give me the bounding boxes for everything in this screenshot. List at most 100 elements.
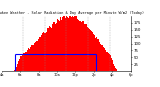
Bar [112,61,113,71]
Bar [26,52,27,71]
Bar [115,68,116,71]
Bar [109,54,110,71]
Bar [52,24,53,71]
Bar [70,16,71,71]
Bar [62,17,63,71]
Bar [45,33,46,71]
Bar [39,37,40,71]
Bar [36,41,37,71]
Bar [105,50,106,71]
Bar [41,35,42,71]
Bar [28,48,29,71]
Bar [94,35,95,71]
Bar [99,41,100,71]
Bar [114,66,115,71]
Bar [54,22,55,71]
Bar [73,17,74,71]
Bar [93,33,94,71]
Bar [65,18,66,71]
Bar [63,19,64,71]
Bar [103,47,104,71]
Bar [14,70,15,71]
Bar [44,33,45,71]
Bar [111,58,112,71]
Bar [83,21,84,71]
Bar [68,18,69,71]
Bar [59,21,60,71]
Bar [106,52,107,71]
Bar [102,45,103,71]
Bar [58,20,59,71]
Bar [72,12,73,71]
Bar [67,17,68,71]
Bar [76,15,77,71]
Bar [35,42,36,71]
Bar [32,45,33,71]
Bar [60,17,61,71]
Bar [89,29,90,71]
Bar [81,22,82,71]
Bar [98,39,99,71]
Bar [86,24,87,71]
Bar [61,20,62,71]
Bar [37,41,38,71]
Bar [33,45,34,71]
Bar [69,16,70,71]
Bar [85,24,86,71]
Bar [24,53,25,71]
Bar [110,55,111,71]
Bar [92,32,93,71]
Bar [48,28,49,71]
Bar [96,37,97,71]
Bar [90,30,91,71]
Bar [97,39,98,71]
Bar [29,49,30,71]
Bar [25,52,26,71]
Bar [108,53,109,71]
Bar [46,32,47,71]
Bar [100,44,101,71]
Bar [55,24,56,71]
Bar [95,38,96,71]
Bar [50,27,51,71]
Bar [18,61,19,71]
Bar [77,19,78,71]
Bar [51,28,52,71]
Bar [74,7,75,71]
Bar [15,68,16,71]
Bar [71,17,72,71]
Bar [49,26,50,71]
Bar [20,56,21,71]
Bar [43,32,44,71]
Bar [91,31,92,71]
Bar [31,45,32,71]
Bar [75,7,76,71]
Bar [82,21,83,71]
Bar [84,24,85,71]
Bar [27,50,28,71]
Bar [79,21,80,71]
Bar [47,28,48,71]
Bar [17,64,18,71]
Bar [34,43,35,71]
Bar [66,13,67,71]
Bar [42,33,43,71]
Bar [87,27,88,71]
Bar [53,22,54,71]
Bar [19,59,20,71]
Bar [113,64,114,71]
Bar [22,55,23,71]
Bar [23,53,24,71]
Bar [21,56,22,71]
Bar [64,16,65,71]
Bar [88,28,89,71]
Bar [107,52,108,71]
Bar [16,67,17,71]
Bar [40,36,41,71]
Bar [101,45,102,71]
Bar [80,21,81,71]
Title: Milwaukee Weather - Solar Radiation & Day Average per Minute W/m2 (Today): Milwaukee Weather - Solar Radiation & Da… [0,11,144,15]
Bar [104,48,105,71]
Bar [38,39,39,71]
Bar [57,19,58,71]
